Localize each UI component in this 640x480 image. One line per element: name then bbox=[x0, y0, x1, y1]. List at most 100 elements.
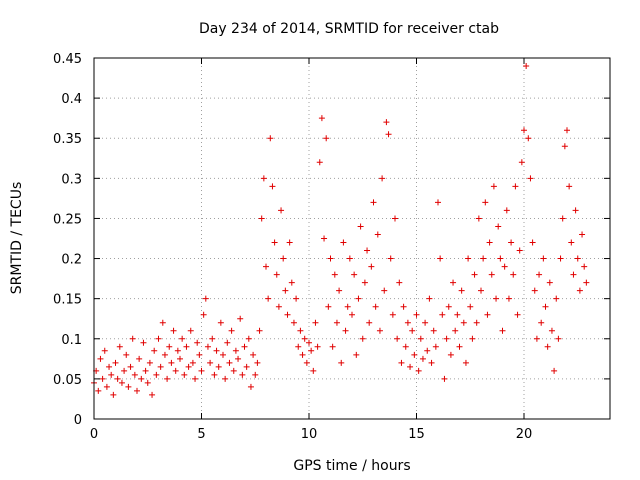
data-point bbox=[241, 343, 248, 350]
data-point bbox=[413, 311, 420, 318]
data-point bbox=[116, 343, 123, 350]
data-point bbox=[409, 327, 416, 334]
data-point bbox=[417, 335, 424, 342]
data-point bbox=[123, 351, 130, 358]
data-point bbox=[155, 335, 162, 342]
data-point bbox=[331, 271, 338, 278]
data-point bbox=[516, 247, 523, 254]
data-point bbox=[275, 303, 282, 310]
data-point bbox=[321, 235, 328, 242]
data-point bbox=[297, 327, 304, 334]
data-point bbox=[172, 367, 179, 374]
data-point bbox=[308, 347, 315, 354]
data-point bbox=[525, 135, 532, 142]
data-point bbox=[103, 383, 110, 390]
data-point bbox=[235, 355, 242, 362]
data-point bbox=[540, 255, 547, 262]
data-point bbox=[385, 131, 392, 138]
data-point bbox=[200, 311, 207, 318]
data-point bbox=[484, 311, 491, 318]
data-point bbox=[179, 335, 186, 342]
data-point bbox=[488, 271, 495, 278]
data-point bbox=[346, 255, 353, 262]
data-point bbox=[181, 371, 188, 378]
y-axis-ticks: 0 0.05 0.1 0.15 0.2 0.25 0.3 0.35 0.4 0.45 bbox=[53, 52, 610, 428]
data-point bbox=[243, 363, 250, 370]
plot-frame bbox=[93, 57, 611, 420]
y-tick-label: 0.4 bbox=[61, 92, 82, 107]
data-point bbox=[419, 355, 426, 362]
data-point bbox=[110, 391, 117, 398]
data-point bbox=[237, 315, 244, 322]
data-point bbox=[288, 279, 295, 286]
data-point bbox=[106, 363, 113, 370]
data-point bbox=[293, 295, 300, 302]
data-point bbox=[271, 239, 278, 246]
data-point bbox=[536, 271, 543, 278]
data-point bbox=[579, 231, 586, 238]
data-point bbox=[187, 327, 194, 334]
data-point bbox=[118, 379, 125, 386]
data-point bbox=[260, 175, 267, 182]
data-point bbox=[318, 115, 325, 122]
data-point bbox=[254, 359, 261, 366]
data-point bbox=[583, 279, 590, 286]
data-point bbox=[478, 287, 484, 294]
data-point bbox=[376, 327, 383, 334]
data-point bbox=[357, 223, 364, 230]
data-point bbox=[239, 371, 246, 378]
data-point bbox=[95, 387, 102, 394]
data-point bbox=[204, 343, 211, 350]
data-point bbox=[222, 375, 229, 382]
data-point bbox=[538, 319, 545, 326]
data-point bbox=[353, 351, 360, 358]
data-point bbox=[344, 303, 351, 310]
data-point bbox=[553, 295, 560, 302]
data-point bbox=[198, 367, 205, 374]
data-point bbox=[480, 255, 487, 262]
data-point bbox=[566, 183, 573, 190]
data-point bbox=[170, 327, 177, 334]
data-point bbox=[404, 319, 411, 326]
data-point bbox=[127, 363, 134, 370]
data-point bbox=[527, 175, 534, 182]
data-point bbox=[368, 263, 375, 270]
data-point bbox=[97, 355, 104, 362]
data-point bbox=[112, 359, 119, 366]
data-point bbox=[475, 215, 482, 222]
y-tick-label: 0.1 bbox=[61, 333, 82, 348]
data-point bbox=[441, 375, 448, 382]
data-point bbox=[338, 359, 345, 366]
data-point bbox=[101, 347, 108, 354]
data-point bbox=[426, 295, 433, 302]
data-point bbox=[559, 215, 566, 222]
data-point bbox=[473, 319, 480, 326]
x-tick-label: 20 bbox=[516, 427, 533, 442]
data-point bbox=[121, 367, 128, 374]
data-point bbox=[490, 183, 497, 190]
data-point bbox=[245, 335, 252, 342]
data-points bbox=[91, 63, 590, 398]
data-point bbox=[400, 303, 407, 310]
data-point bbox=[450, 279, 457, 286]
data-point bbox=[447, 351, 454, 358]
data-point bbox=[151, 347, 158, 354]
data-point bbox=[138, 375, 145, 382]
data-point bbox=[284, 311, 291, 318]
data-point bbox=[140, 339, 147, 346]
data-point bbox=[581, 263, 588, 270]
data-point bbox=[174, 347, 181, 354]
y-axis-label: SRMTID / TECUs bbox=[9, 182, 25, 295]
data-point bbox=[439, 311, 446, 318]
data-point bbox=[531, 287, 538, 294]
data-point bbox=[533, 335, 540, 342]
data-point bbox=[333, 319, 340, 326]
data-point bbox=[392, 215, 398, 222]
data-point bbox=[149, 391, 156, 398]
data-point bbox=[351, 271, 358, 278]
y-tick-label: 0.05 bbox=[53, 373, 82, 388]
data-point bbox=[303, 359, 310, 366]
data-point bbox=[497, 255, 504, 262]
data-point bbox=[460, 319, 467, 326]
